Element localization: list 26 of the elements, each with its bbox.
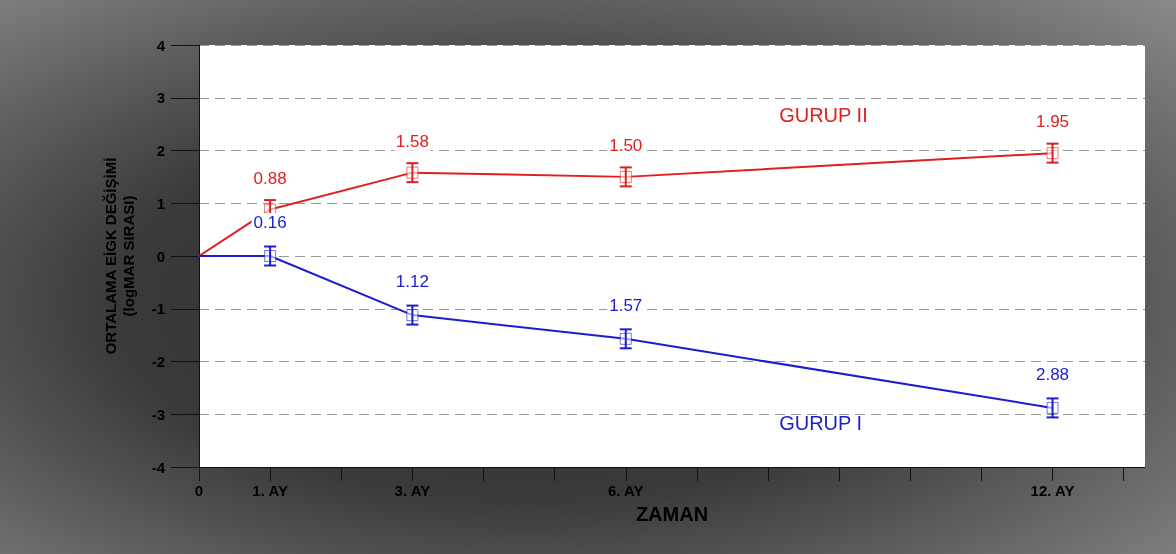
y-tick-label: 1 (156, 194, 165, 212)
x-tick-label: 3. AY (394, 482, 431, 499)
series-label: GURUP I (779, 412, 863, 435)
annotation: 2.88 (1035, 364, 1070, 384)
data-label: 1.95 (1035, 112, 1070, 132)
data-label: 1.58 (395, 131, 429, 151)
y-tick-label: -2 (151, 353, 165, 370)
y-tick-label: -1 (151, 300, 165, 318)
data-label: 0.88 (253, 168, 287, 188)
x-tick-label: 1. AY (252, 482, 288, 499)
x-tick-label: 12. AY (1030, 482, 1075, 499)
y-axis-title: ORTALAMA EİGK DEĞİŞİMİ (logMAR SIRASI) (101, 157, 137, 355)
annotation: 1.12 (395, 272, 429, 292)
y-tick-label: 2 (156, 142, 165, 159)
series-label: GURUP II (779, 104, 868, 127)
y-tick-label: 3 (156, 89, 165, 107)
annotation: 0.16 (253, 213, 287, 232)
x-axis-title: ZAMAN (635, 503, 709, 525)
y-tick-label: -3 (151, 405, 165, 423)
y-tick-label: 0 (156, 247, 165, 265)
data-label: 1.50 (609, 135, 643, 155)
x-tick-label: 0 (194, 482, 204, 499)
annotation: 1.57 (609, 295, 643, 315)
y-tick-label: -4 (151, 458, 166, 476)
x-tick-label: 6. AY (607, 482, 644, 499)
y-tick-label: 4 (156, 36, 166, 54)
